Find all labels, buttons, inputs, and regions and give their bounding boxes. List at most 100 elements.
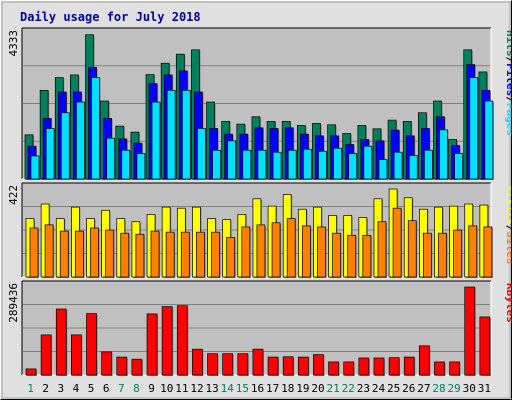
legend-separator: / (504, 57, 511, 64)
x-tick-label: 20 (311, 382, 324, 395)
bar-pages-day-11 (181, 89, 191, 180)
legend-sites: Sites (504, 231, 511, 264)
x-tick-label: 7 (118, 382, 125, 395)
bar-pages-day-7 (121, 149, 131, 180)
bar-sites-day-20 (317, 226, 326, 278)
bar-kbytes-day-14 (222, 353, 234, 376)
bar-kbytes-day-1 (25, 368, 37, 376)
x-tick-label: 8 (133, 382, 140, 395)
bar-pages-day-15 (242, 149, 252, 180)
legend-separator: / (504, 96, 511, 103)
x-tick-label: 31 (478, 382, 491, 395)
bar-pages-day-8 (136, 153, 146, 180)
bar-pages-day-26 (408, 155, 418, 180)
x-tick-label: 17 (266, 382, 279, 395)
bar-pages-day-14 (227, 140, 237, 180)
bar-sites-day-14 (226, 237, 236, 278)
x-tick-label: 16 (251, 382, 264, 395)
bar-sites-day-16 (256, 224, 266, 278)
bar-kbytes-day-25 (388, 357, 400, 376)
bar-sites-day-12 (196, 231, 205, 278)
bar-kbytes-day-29 (449, 361, 460, 376)
bar-sites-day-15 (241, 226, 251, 278)
bar-pages-day-1 (30, 155, 40, 180)
x-tick-label: 27 (417, 382, 430, 395)
right-legend: KBytes (504, 283, 511, 323)
bar-kbytes-day-8 (131, 358, 143, 376)
legend-separator: / (504, 225, 511, 232)
bar-sites-day-19 (301, 225, 311, 278)
bar-sites-day-25 (392, 207, 402, 278)
bar-sites-day-2 (44, 224, 54, 278)
bar-sites-day-31 (483, 226, 493, 278)
bar-sites-day-26 (407, 220, 417, 278)
bar-kbytes-day-2 (40, 334, 52, 376)
bar-kbytes-day-31 (479, 316, 491, 376)
bar-kbytes-day-20 (313, 354, 324, 376)
bar-pages-day-18 (287, 149, 297, 180)
right-legend: Visits/Sites (504, 185, 511, 265)
right-legend: Hits/Files/Pages (504, 30, 511, 136)
y-max-label: 4333 (7, 30, 20, 57)
bar-kbytes-day-19 (297, 356, 309, 376)
bar-kbytes-day-26 (403, 356, 415, 376)
bar-sites-day-8 (135, 233, 145, 278)
bar-kbytes-day-6 (101, 351, 112, 376)
bar-kbytes-day-13 (207, 353, 218, 376)
x-tick-label: 3 (58, 382, 65, 395)
x-tick-label: 26 (402, 382, 415, 395)
legend-files: Files (504, 63, 511, 96)
bar-kbytes-day-3 (55, 308, 67, 376)
x-tick-label: 21 (327, 382, 340, 395)
bar-kbytes-day-27 (419, 345, 430, 376)
panel-3: 289436 KBytes (7, 280, 511, 376)
bar-pages-day-2 (45, 128, 55, 180)
bar-sites-day-4 (75, 230, 84, 278)
bar-pages-day-6 (106, 137, 115, 180)
bar-sites-day-13 (211, 231, 220, 278)
x-tick-label: 13 (205, 382, 218, 395)
legend-pages: Pages (504, 103, 511, 136)
legend-kbytes: KBytes (504, 283, 511, 323)
bar-pages-day-25 (393, 151, 403, 180)
bar-kbytes-day-12 (192, 348, 203, 376)
bar-kbytes-day-18 (282, 356, 294, 376)
bar-sites-day-30 (468, 225, 478, 278)
bar-sites-day-22 (347, 234, 357, 278)
bar-kbytes-day-21 (328, 361, 339, 376)
bar-pages-day-4 (76, 101, 85, 180)
bar-kbytes-day-11 (176, 305, 188, 376)
x-tick-label: 28 (432, 382, 445, 395)
bar-pages-day-17 (272, 151, 282, 180)
x-tick-label: 4 (73, 382, 80, 395)
bar-pages-day-12 (197, 128, 206, 180)
bar-pages-day-28 (439, 129, 448, 180)
chart-title: Daily usage for July 2018 (20, 10, 201, 24)
x-tick-label: 10 (160, 382, 173, 395)
bar-sites-day-23 (362, 234, 372, 278)
x-tick-label: 1 (27, 382, 34, 395)
bar-kbytes-day-7 (116, 356, 128, 376)
bar-pages-day-16 (257, 149, 267, 180)
x-tick-label: 23 (357, 382, 370, 395)
bar-sites-day-17 (271, 222, 281, 278)
x-tick-label: 15 (236, 382, 249, 395)
bar-kbytes-day-4 (71, 334, 82, 376)
bar-sites-day-1 (29, 227, 39, 278)
y-max-label: 289436 (7, 283, 20, 323)
bar-pages-day-3 (60, 112, 70, 180)
bar-pages-day-23 (363, 145, 373, 180)
x-tick-label: 12 (190, 382, 203, 395)
bar-pages-day-9 (151, 101, 161, 180)
x-tick-label: 22 (342, 382, 355, 395)
bar-pages-day-27 (424, 149, 433, 180)
bar-pages-day-5 (91, 77, 100, 180)
bar-pages-day-31 (484, 100, 494, 180)
bar-pages-day-24 (378, 159, 388, 180)
bar-kbytes-day-23 (358, 357, 370, 376)
bar-pages-day-30 (469, 77, 479, 180)
bar-sites-day-10 (165, 231, 175, 278)
bar-kbytes-day-28 (434, 361, 445, 376)
legend-hits: Hits (504, 30, 511, 57)
